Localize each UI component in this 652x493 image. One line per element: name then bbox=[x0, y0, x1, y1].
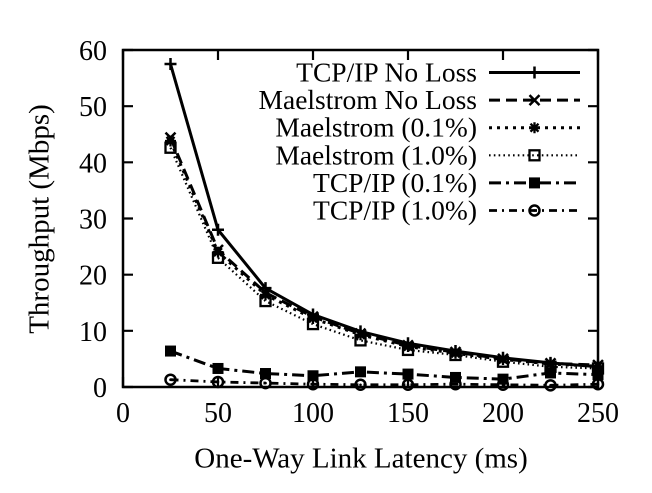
y-tick-label-40: 40 bbox=[79, 148, 107, 179]
legend-row-maelstrom-no-loss: Maelstrom No Loss bbox=[259, 84, 580, 115]
legend-label-maelstrom-no-loss: Maelstrom No Loss bbox=[259, 84, 477, 115]
legend-label-tcp-ip-1-0: TCP/IP (1.0%) bbox=[313, 195, 477, 226]
legend-label-maelstrom-0-1: Maelstrom (0.1%) bbox=[275, 112, 477, 143]
x-axis-title: One-Way Link Latency (ms) bbox=[194, 442, 528, 475]
legend-row-maelstrom-0-1: Maelstrom (0.1%) bbox=[275, 112, 580, 143]
legend-row-maelstrom-1-0: Maelstrom (1.0%) bbox=[275, 139, 580, 170]
x-tick-label-250: 250 bbox=[577, 398, 619, 429]
series-tcp-ip-1-0 bbox=[164, 373, 605, 392]
series-line-maelstrom-0-1 bbox=[169, 140, 599, 368]
series-line-tcp-ip-1-0 bbox=[170, 378, 599, 387]
x-tick-label-200: 200 bbox=[482, 398, 524, 429]
legend-row-tcp-ip-0-1: TCP/IP (0.1%) bbox=[313, 167, 580, 198]
legend-label-tcp-ip-0-1: TCP/IP (0.1%) bbox=[313, 167, 477, 198]
legend-row-tcp-ip-no-loss: TCP/IP No Loss bbox=[296, 57, 580, 88]
legend-label-tcp-ip-no-loss: TCP/IP No Loss bbox=[296, 57, 477, 88]
y-tick-label-10: 10 bbox=[79, 317, 107, 348]
x-tick-label-150: 150 bbox=[387, 398, 429, 429]
series-line-tcp-ip-0-1 bbox=[169, 349, 599, 381]
y-tick-label-0: 0 bbox=[93, 373, 107, 404]
y-tick-label-60: 60 bbox=[79, 36, 107, 67]
y-tick-label-30: 30 bbox=[79, 205, 107, 236]
y-tick-label-50: 50 bbox=[79, 92, 107, 123]
legend-row-tcp-ip-1-0: TCP/IP (1.0%) bbox=[313, 195, 580, 226]
x-tick-label-100: 100 bbox=[292, 398, 334, 429]
y-tick-label-20: 20 bbox=[79, 261, 107, 292]
x-tick-label-50: 50 bbox=[204, 398, 232, 429]
x-tick-label-0: 0 bbox=[116, 398, 130, 429]
legend-label-maelstrom-1-0: Maelstrom (1.0%) bbox=[275, 139, 477, 170]
